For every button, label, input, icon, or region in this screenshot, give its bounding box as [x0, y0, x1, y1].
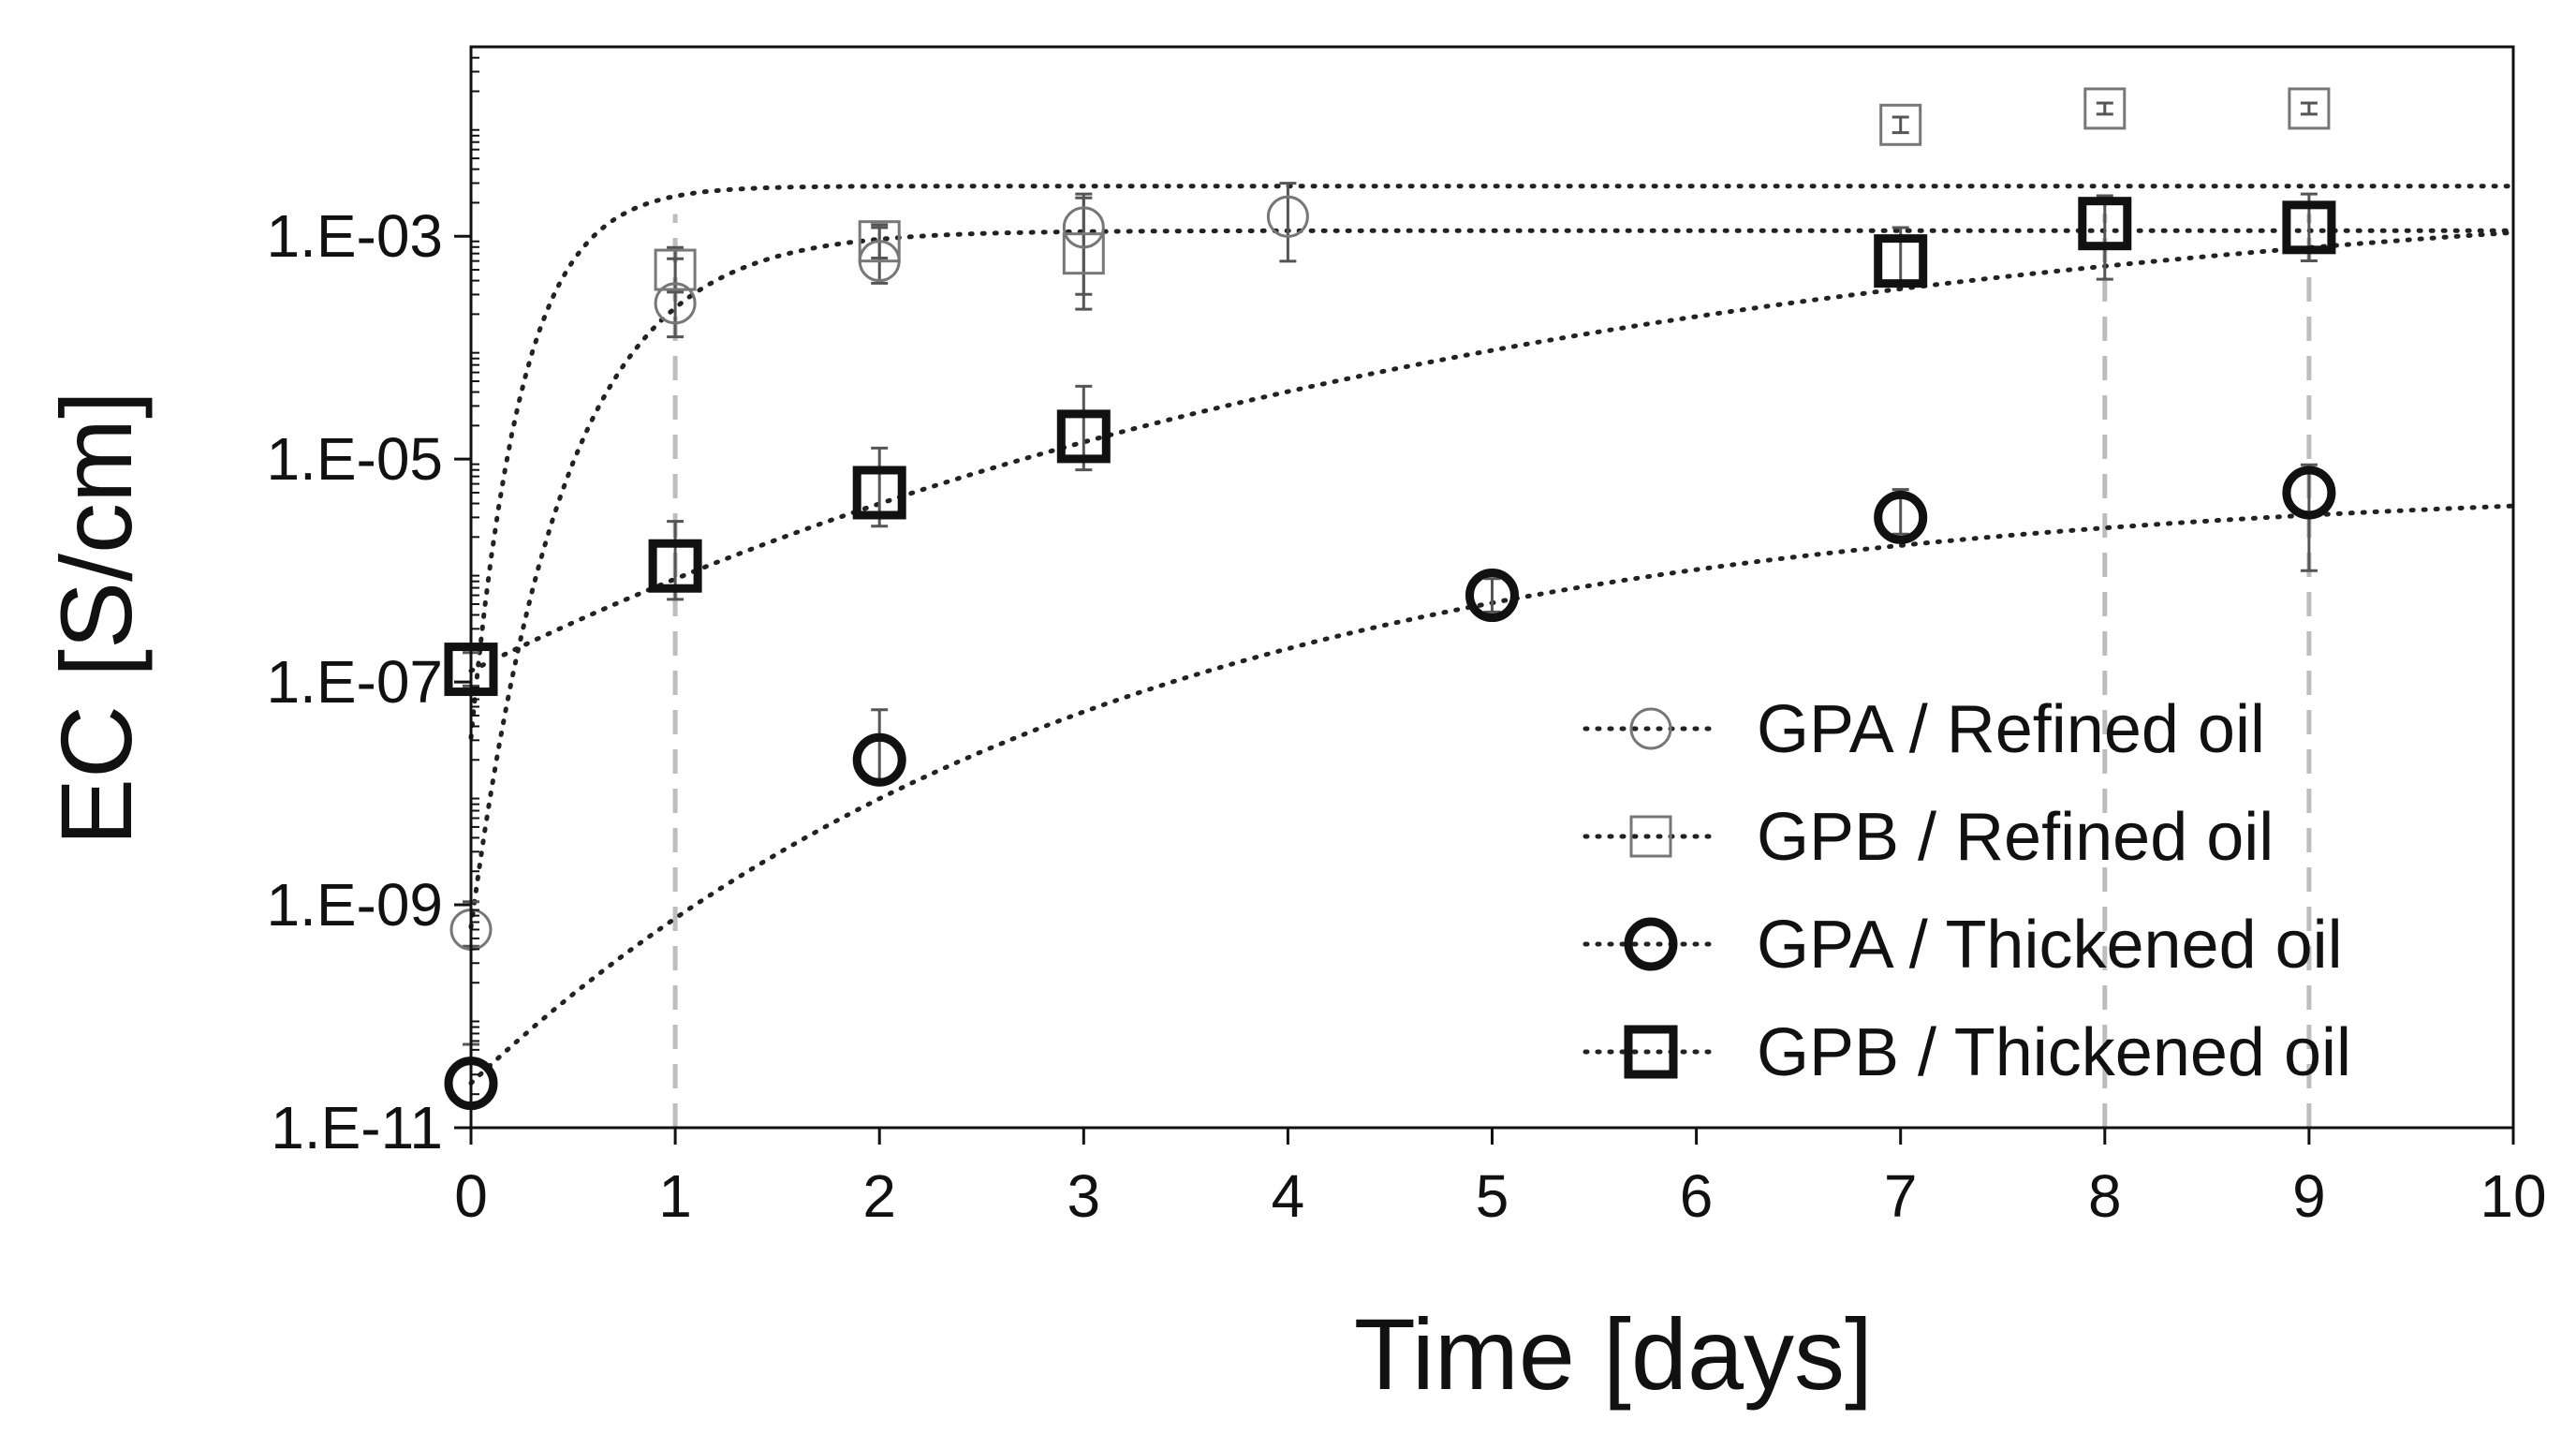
- legend-marker-gpa-refined-oil: [1629, 707, 1672, 750]
- marker-gpb-refined-oil: [1062, 232, 1105, 275]
- x-tick-label: 8: [2088, 1162, 2122, 1230]
- y-tick-label: 1.E-05: [266, 425, 443, 493]
- fit-curve-gpb-thickened-oil: [468, 229, 2516, 673]
- marker-gpa-refined-oil: [654, 282, 697, 325]
- marker-gpb-thickened-oil: [648, 539, 702, 593]
- marker-gpb-refined-oil: [2083, 87, 2127, 130]
- marker-gpa-refined-oil: [1266, 195, 1309, 238]
- legend: GPA / Refined oil GPB / Refined oil GPA / …: [1582, 692, 2351, 1090]
- y-axis-ticks: 1.E-03 1.E-05 1.E-07 1.E-09 1.E-11: [266, 202, 471, 1161]
- legend-label-gpb-refined-oil: GPB / Refined oil: [1757, 800, 2274, 875]
- x-tick-label: 0: [454, 1162, 488, 1230]
- x-tick-label: 1: [658, 1162, 692, 1230]
- legend-marker-gpa-thickened-oil: [1624, 917, 1678, 971]
- fit-curve-gpa-refined-oil: [468, 228, 2516, 930]
- marker-gpa-refined-oil: [1062, 206, 1105, 249]
- y-tick-label: 1.E-07: [266, 648, 443, 716]
- marker-gpb-thickened-oil: [852, 466, 906, 520]
- x-axis-title: Time [days]: [1354, 1297, 1873, 1411]
- marker-gpb-thickened-oil: [2078, 197, 2132, 251]
- y-tick-label: 1.E-11: [271, 1094, 443, 1161]
- marker-gpa-thickened-oil: [2282, 466, 2336, 520]
- y-tick-label: 1.E-03: [266, 202, 443, 270]
- reference-lines: [672, 214, 2312, 1128]
- marker-gpb-thickened-oil: [2282, 200, 2336, 255]
- marker-gpa-thickened-oil: [852, 732, 906, 787]
- x-tick-label: 9: [2292, 1162, 2326, 1230]
- x-tick-label: 2: [862, 1162, 896, 1230]
- y-tick-label: 1.E-09: [266, 871, 443, 939]
- data-markers: [444, 87, 2336, 1111]
- legend-label-gpa-thickened-oil: GPA / Thickened oil: [1757, 908, 2343, 983]
- x-tick-label: 5: [1476, 1162, 1509, 1230]
- x-tick-label: 3: [1067, 1162, 1101, 1230]
- x-axis-ticks: 0 1 2 3 4 5 6 7 8 9 10: [454, 1128, 2547, 1230]
- legend-label-gpb-thickened-oil: GPB / Thickened oil: [1757, 1015, 2351, 1090]
- marker-gpb-refined-oil: [858, 220, 901, 263]
- marker-gpb-thickened-oil: [1056, 409, 1111, 464]
- y-minor-ticks: [471, 46, 479, 1096]
- marker-gpb-refined-oil: [1879, 103, 1922, 146]
- marker-gpb-refined-oil: [654, 248, 697, 291]
- legend-label-gpa-refined-oil: GPA / Refined oil: [1757, 692, 2265, 767]
- legend-marker-gpb-thickened-oil: [1624, 1025, 1678, 1079]
- y-axis-title: EC [S/cm]: [39, 391, 153, 846]
- x-tick-label: 6: [1680, 1162, 1714, 1230]
- x-tick-label: 7: [1884, 1162, 1918, 1230]
- x-tick-label: 10: [2480, 1162, 2546, 1230]
- marker-gpb-refined-oil: [2288, 87, 2331, 130]
- legend-marker-gpb-refined-oil: [1629, 815, 1672, 858]
- x-tick-label: 4: [1272, 1162, 1305, 1230]
- marker-gpb-thickened-oil: [1874, 234, 1928, 288]
- marker-gpa-thickened-oil: [1465, 569, 1519, 623]
- marker-gpa-thickened-oil: [1874, 490, 1928, 544]
